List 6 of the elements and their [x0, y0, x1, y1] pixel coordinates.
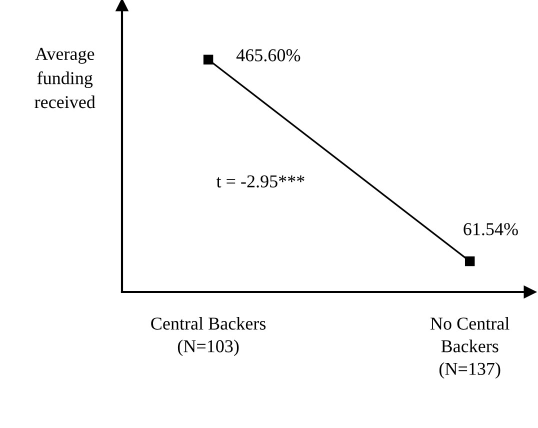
data-label: 61.54% — [464, 223, 518, 236]
x-tick-label: No Central Backers (N=137) — [430, 317, 510, 379]
x-tick-label: Central Backers (N=103) — [151, 317, 266, 356]
data-label: 465.60% — [236, 49, 300, 62]
annotation: t = -2.95*** — [216, 175, 304, 188]
y-axis-title: Average funding received — [34, 48, 96, 108]
